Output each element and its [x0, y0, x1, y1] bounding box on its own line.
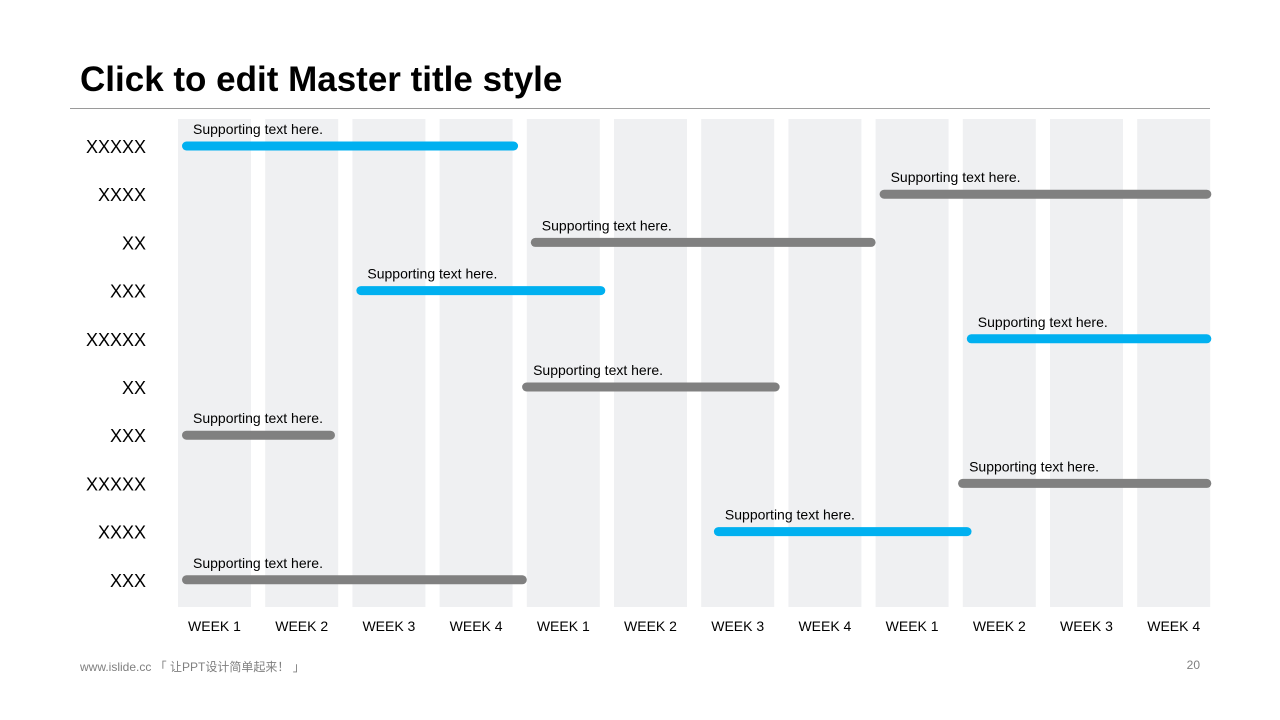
footer-text: www.islide.cc 「 让PPT设计简单起来！ 」 [80, 660, 305, 674]
week-columns [178, 119, 1211, 607]
task-bar [530, 237, 876, 247]
week-label: WEEK 3 [362, 618, 415, 634]
week-label: WEEK 4 [798, 618, 851, 634]
task-bar-texts: Supporting text here. Supporting text her… [193, 121, 1108, 571]
week-label: WEEK 4 [1147, 618, 1200, 634]
row-label: XXX [110, 571, 146, 591]
week-column [701, 119, 775, 607]
week-label: WEEK 2 [973, 618, 1026, 634]
week-label: WEEK 1 [188, 618, 241, 634]
week-label: WEEK 2 [624, 618, 677, 634]
week-label: WEEK 1 [886, 618, 939, 634]
week-label: WEEK 3 [711, 618, 764, 634]
week-column [788, 119, 862, 607]
row-label: XXXX [98, 185, 146, 205]
week-labels: WEEK 1 WEEK 2 WEEK 3 WEEK 4 WEEK 1 WEEK 2 WEEK… [188, 618, 1200, 634]
task-bar-text: Supporting text here. [533, 362, 663, 378]
row-label: XXX [110, 426, 146, 446]
week-column [178, 119, 251, 607]
week-label: WEEK 3 [1060, 618, 1113, 634]
task-bar [182, 430, 335, 440]
week-label: WEEK 1 [537, 618, 590, 634]
row-label: XXXXX [86, 474, 146, 494]
week-column [962, 119, 1036, 607]
task-bar-text: Supporting text here. [193, 121, 323, 137]
task-bar-text: Supporting text here. [978, 314, 1108, 330]
week-column [265, 119, 339, 607]
task-bar-text: Supporting text here. [969, 458, 1099, 474]
task-bar [966, 334, 1212, 344]
row-label: XX [122, 233, 146, 253]
task-bar [356, 286, 606, 296]
week-column [352, 119, 426, 607]
task-bars [182, 141, 1212, 585]
task-bar [958, 478, 1212, 488]
week-column [526, 119, 600, 607]
task-bar-text: Supporting text here. [725, 507, 855, 523]
week-column [1050, 119, 1123, 607]
task-bar-text: Supporting text here. [193, 555, 323, 571]
task-bar [879, 189, 1212, 199]
task-bar-text: Supporting text here. [193, 410, 323, 426]
week-column [875, 119, 949, 607]
row-label: XXX [110, 282, 146, 302]
week-column [1137, 119, 1211, 607]
task-bar-text: Supporting text here. [542, 217, 672, 233]
row-label: XXXXX [86, 330, 146, 350]
task-bar [522, 382, 780, 392]
task-bar [713, 527, 972, 537]
page-number: 20 [1186, 658, 1200, 672]
slide-title: Click to edit Master title style [80, 60, 563, 99]
week-label: WEEK 4 [450, 618, 503, 634]
task-bar [182, 575, 527, 585]
week-column [614, 119, 687, 607]
row-label: XXXXX [86, 137, 146, 157]
row-label: XX [122, 378, 146, 398]
row-label: XXXX [98, 523, 146, 543]
week-label: WEEK 2 [275, 618, 328, 634]
task-bar [182, 141, 519, 151]
week-column [439, 119, 513, 607]
task-bar-text: Supporting text here. [367, 266, 497, 282]
task-bar-text: Supporting text here. [891, 169, 1021, 185]
title-divider [70, 108, 1210, 109]
